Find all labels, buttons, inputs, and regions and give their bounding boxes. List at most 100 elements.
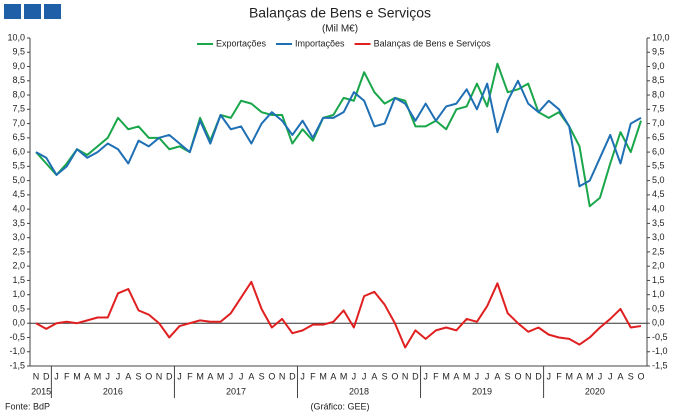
y2-tick-label: 6,0 [652, 146, 665, 156]
source: Fonte: BdP [5, 401, 50, 411]
x-tick-label: D [43, 371, 50, 381]
x-tick-label: J [362, 371, 367, 381]
year-label: 2019 [472, 386, 492, 396]
y-tick-label: 0,0 [12, 318, 25, 328]
x-tick-label: S [382, 371, 388, 381]
y2-tick-label: 8,5 [652, 75, 665, 85]
x-tick-label: S [259, 371, 265, 381]
x-tick-label: O [268, 371, 275, 381]
x-tick-label: A [371, 371, 377, 381]
series-line [35, 62, 642, 208]
x-tick-label: J [106, 371, 111, 381]
y-tick-label: 2,0 [12, 261, 25, 271]
x-tick-label: D [166, 371, 173, 381]
x-tick-label: J [116, 371, 121, 381]
x-tick-label: A [248, 371, 254, 381]
x-tick-label: O [145, 371, 152, 381]
y-tick-label: 8,5 [12, 75, 25, 85]
y-tick-label: 5,5 [12, 161, 25, 171]
y2-tick-label: 4,5 [652, 189, 665, 199]
x-tick-label: A [494, 371, 500, 381]
x-tick-label: J [546, 371, 551, 381]
x-tick-label: J [352, 371, 357, 381]
x-tick-label: N [525, 371, 532, 381]
x-tick-label: N [156, 371, 163, 381]
y2-tick-label: -0,5 [652, 332, 668, 342]
y2-tick-label: 0,0 [652, 318, 665, 328]
y-tick-label: 10,0 [7, 32, 25, 42]
y-tick-label: 2,5 [12, 246, 25, 256]
x-tick-label: O [514, 371, 521, 381]
x-tick-label: J [239, 371, 244, 381]
x-tick-label: J [229, 371, 234, 381]
x-tick-label: S [505, 371, 511, 381]
y2-tick-label: 2,0 [652, 261, 665, 271]
y2-tick-label: 1,5 [652, 275, 665, 285]
year-label: 2016 [103, 386, 123, 396]
logo [4, 4, 61, 19]
y-tick-label: 9,0 [12, 61, 25, 71]
y2-tick-label: 4,0 [652, 204, 665, 214]
y-tick-label: 6,5 [12, 132, 25, 142]
x-tick-label: J [177, 371, 182, 381]
x-tick-label: M [73, 371, 81, 381]
y-tick-label: 1,5 [12, 275, 25, 285]
y-tick-label: 0,5 [12, 303, 25, 313]
y2-tick-label: -1,0 [652, 346, 668, 356]
x-tick-label: M [196, 371, 204, 381]
x-tick-label: M [442, 371, 450, 381]
series-line [35, 79, 642, 188]
y2-tick-label: 1,0 [652, 289, 665, 299]
x-tick-label: M [319, 371, 327, 381]
y-tick-label: 9,5 [12, 47, 25, 57]
series-line [35, 280, 642, 349]
y2-tick-label: 6,5 [652, 132, 665, 142]
x-tick-label: S [628, 371, 634, 381]
x-tick-label: J [608, 371, 613, 381]
y-tick-label: 4,0 [12, 204, 25, 214]
x-tick-label: N [279, 371, 286, 381]
y-tick-label: 3,5 [12, 218, 25, 228]
x-tick-label: A [576, 371, 582, 381]
year-label: 2017 [226, 386, 246, 396]
x-tick-label: M [94, 371, 102, 381]
x-tick-label: J [475, 371, 480, 381]
x-tick-label: M [565, 371, 573, 381]
x-tick-label: O [391, 371, 398, 381]
x-tick-label: D [412, 371, 419, 381]
y2-tick-label: -1,5 [652, 360, 668, 370]
y2-tick-label: 7,0 [652, 118, 665, 128]
x-tick-label: A [453, 371, 459, 381]
x-tick-label: D [289, 371, 296, 381]
credit: (Gráfico: GEE) [310, 401, 369, 411]
y2-tick-label: 0,5 [652, 303, 665, 313]
x-tick-label: M [586, 371, 594, 381]
x-tick-label: J [423, 371, 428, 381]
x-tick-label: J [485, 371, 490, 381]
x-tick-label: A [207, 371, 213, 381]
y-tick-label: -1,5 [9, 360, 25, 370]
y-tick-label: 7,5 [12, 104, 25, 114]
x-tick-label: A [84, 371, 90, 381]
y-tick-label: 8,0 [12, 89, 25, 99]
x-tick-label: F [187, 371, 193, 381]
x-tick-label: N [402, 371, 409, 381]
legend-label: Importações [295, 38, 345, 48]
x-tick-label: M [217, 371, 225, 381]
y2-tick-label: 2,5 [652, 246, 665, 256]
x-tick-label: F [310, 371, 316, 381]
legend-label: Exportações [216, 38, 267, 48]
y2-tick-label: 7,5 [652, 104, 665, 114]
y2-tick-label: 9,5 [652, 47, 665, 57]
y-tick-label: 7,0 [12, 118, 25, 128]
x-tick-label: A [125, 371, 131, 381]
y-tick-label: 6,0 [12, 146, 25, 156]
y2-tick-label: 8,0 [652, 89, 665, 99]
legend-label: Balanças de Bens e Serviços [374, 38, 492, 48]
year-label: 2020 [585, 386, 605, 396]
x-tick-label: J [598, 371, 603, 381]
y-tick-label: 3,0 [12, 232, 25, 242]
y-tick-label: -1,0 [9, 346, 25, 356]
chart-title: Balanças de Bens e Serviços [249, 5, 431, 21]
